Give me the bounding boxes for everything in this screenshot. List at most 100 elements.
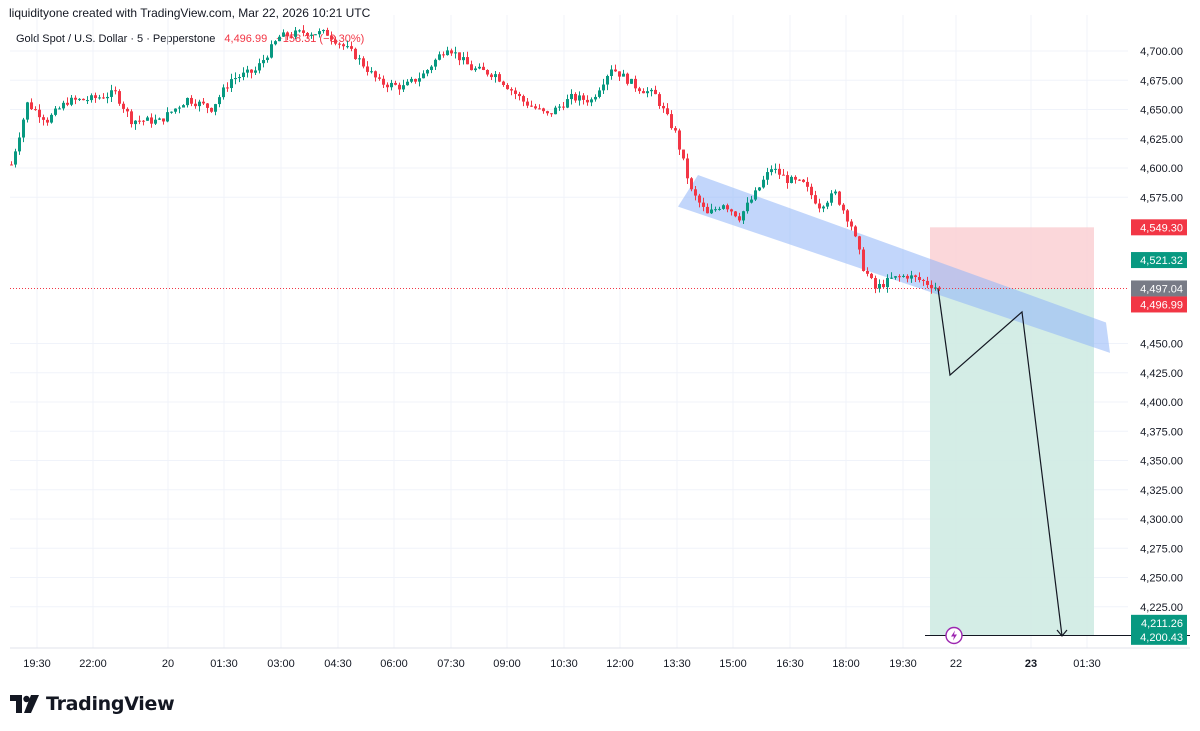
candle-body — [390, 82, 393, 88]
candle — [286, 31, 289, 41]
candle — [546, 110, 549, 116]
candle-body — [290, 36, 293, 38]
candle-body — [150, 117, 153, 124]
candle — [906, 274, 909, 283]
candle-body — [910, 275, 913, 279]
candle — [382, 75, 385, 89]
candle-body — [614, 69, 617, 72]
candle-body — [378, 77, 381, 79]
candle-body — [286, 32, 289, 37]
projection-arrowhead — [1056, 629, 1068, 637]
candle-body — [598, 90, 601, 97]
candle — [154, 114, 157, 126]
candle-body — [690, 178, 693, 190]
candle — [802, 178, 805, 183]
candle — [554, 105, 557, 115]
price-tag-bg — [1131, 252, 1187, 269]
candle-body — [122, 103, 125, 109]
x-tick-label: 01:30 — [210, 658, 238, 670]
candle — [222, 84, 225, 100]
lightning-bolt — [951, 630, 957, 641]
price-tag: 4,200.43 — [1131, 628, 1187, 645]
candle — [754, 187, 757, 202]
candle-body — [462, 57, 465, 61]
candle-body — [846, 210, 849, 222]
candle-body — [626, 73, 629, 84]
candle-body — [254, 70, 257, 73]
price-tags: 4,549.30 4,521.32 4,497.04 4,496.99 4,211.26… — [1131, 219, 1187, 645]
candle — [878, 279, 881, 293]
candle — [354, 47, 357, 60]
candle-body — [62, 102, 65, 109]
candle-body — [574, 93, 577, 101]
candle-body — [874, 278, 877, 289]
candle — [326, 27, 329, 36]
candle — [578, 91, 581, 106]
candle — [318, 28, 321, 38]
candle-body — [494, 74, 497, 78]
candle-body — [154, 119, 157, 124]
candle-body — [198, 101, 201, 107]
candle — [574, 92, 577, 103]
candle-body — [854, 226, 857, 237]
time-axis[interactable]: 19:30 22:00 20 01:30 03:00 04:30 06:00 07:30 09:… — [23, 658, 1101, 670]
candle-body — [622, 73, 625, 77]
candle-body — [650, 89, 653, 92]
candle-body — [774, 168, 777, 170]
candle-body — [738, 216, 741, 221]
candle-body — [726, 205, 729, 210]
candle-body — [570, 93, 573, 100]
x-tick-label: 07:30 — [437, 658, 465, 670]
tradingview-brand[interactable]: TradingView — [10, 692, 175, 716]
candle-body — [182, 105, 185, 108]
candle — [834, 189, 837, 196]
candle — [246, 65, 249, 78]
candle-body — [30, 102, 33, 110]
candle — [882, 279, 885, 289]
candle — [842, 203, 845, 214]
candle-body — [86, 100, 89, 102]
candle-body — [722, 205, 725, 209]
candle-body — [218, 97, 221, 105]
candle-body — [858, 236, 861, 250]
candle — [582, 93, 585, 105]
candle-body — [278, 36, 281, 42]
candle-body — [702, 202, 705, 207]
candle-body — [354, 48, 357, 60]
candle — [790, 175, 793, 184]
candle-body — [78, 98, 81, 100]
candle — [854, 225, 857, 238]
y-tick-label: 4,600.00 — [1140, 163, 1183, 175]
candle — [434, 58, 437, 71]
candle — [618, 71, 621, 81]
candle-body — [454, 52, 457, 54]
price-axis[interactable]: 4,700.00 4,675.00 4,650.00 4,625.00 4,600.00… — [1140, 46, 1183, 614]
candle-body — [446, 50, 449, 56]
price-chart[interactable]: 4,700.00 4,675.00 4,650.00 4,625.00 4,600.00… — [0, 0, 1200, 680]
candle-body — [734, 211, 737, 217]
candle — [442, 51, 445, 58]
candle-body — [10, 164, 13, 166]
candle — [122, 101, 125, 113]
candle-body — [282, 32, 285, 37]
candle — [322, 29, 325, 34]
candle-body — [402, 85, 405, 90]
candle — [278, 34, 281, 42]
candle-body — [302, 30, 305, 33]
candle — [934, 282, 937, 291]
candle-body — [714, 209, 717, 211]
candle — [662, 102, 665, 113]
candle-body — [358, 58, 361, 60]
candle-body — [778, 168, 781, 175]
candle — [290, 31, 293, 39]
price-tag-label: 4,521.32 — [1140, 255, 1183, 267]
x-tick-label: 23 — [1025, 658, 1037, 670]
candle — [562, 102, 565, 111]
candle-body — [842, 204, 845, 211]
candle — [126, 107, 129, 117]
trend-channel[interactable] — [678, 175, 1110, 353]
candle — [902, 274, 905, 278]
symbol-legend[interactable]: Gold Spot / U.S. Dollar · 5 · Pepperston… — [16, 33, 364, 45]
candle-body — [394, 82, 397, 85]
candle-body — [114, 90, 117, 92]
